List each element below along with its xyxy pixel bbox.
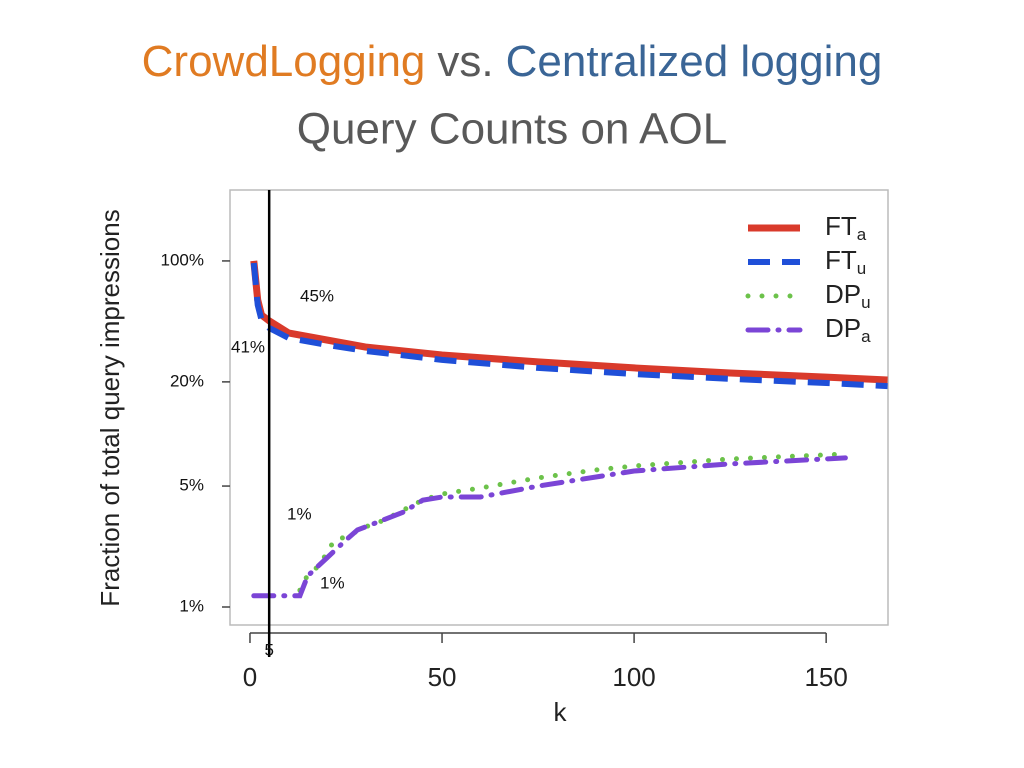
x-tick-label: 100 [612, 662, 655, 692]
plot-frame [229, 189, 889, 626]
series-line [251, 455, 848, 599]
title-part: CrowdLogging [142, 37, 426, 86]
legend-subscript: a [857, 225, 867, 244]
legend-label: FTu [825, 245, 866, 279]
legend-name: FT [825, 245, 857, 275]
y-tick-label: 1% [179, 596, 204, 615]
legend-label: FTa [825, 211, 867, 245]
legend-name: DP [825, 313, 861, 343]
y-tick-label: 100% [161, 250, 204, 269]
legend-subscript: a [861, 327, 871, 346]
x-tick-label: 150 [804, 662, 847, 692]
legend-subscript: u [857, 259, 866, 278]
k-marker-label: 5 [264, 640, 273, 659]
x-axis-label: k [554, 697, 568, 727]
slide-title: CrowdLogging vs. Centralized logging [142, 37, 883, 86]
y-tick-label: 20% [170, 371, 204, 390]
annotation: 1% [287, 504, 312, 523]
series-line [297, 451, 848, 593]
legend-label: DPu [825, 279, 871, 313]
annotation: 1% [320, 573, 345, 592]
legend-name: DP [825, 279, 861, 309]
slide-subtitle: Query Counts on AOL [297, 105, 727, 154]
annotation: 41% [231, 337, 265, 356]
title-part: vs. [437, 37, 493, 86]
annotation: 45% [300, 286, 334, 305]
x-tick-label: 0 [243, 662, 257, 692]
title-part: Centralized logging [506, 37, 883, 86]
legend-label: DPa [825, 313, 871, 347]
series-line [250, 260, 888, 384]
x-tick-label: 50 [428, 662, 457, 692]
legend-subscript: u [861, 293, 870, 312]
y-tick-label: 5% [179, 476, 204, 495]
legend-name: FT [825, 211, 857, 241]
y-axis-label: Fraction of total query impressions [95, 209, 125, 606]
series-line [250, 262, 888, 390]
